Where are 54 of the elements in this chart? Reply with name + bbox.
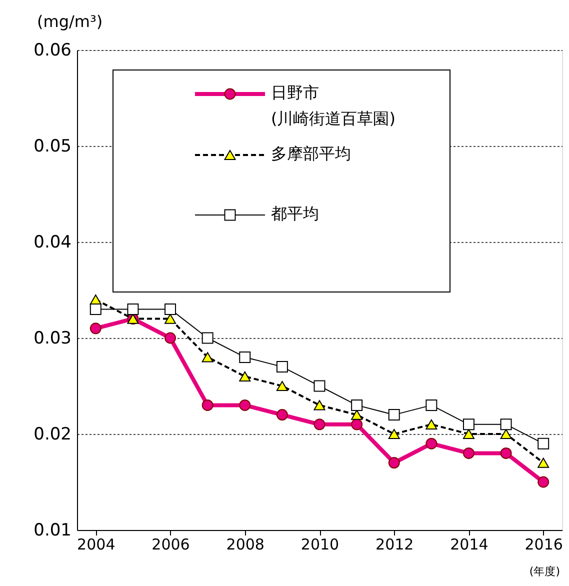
- point: [164, 314, 176, 324]
- point: [462, 447, 474, 459]
- point: [351, 410, 363, 420]
- point: [462, 418, 474, 430]
- x-tick-label: 2016: [524, 536, 563, 554]
- point: [164, 332, 176, 344]
- point: [500, 418, 512, 430]
- point: [90, 322, 102, 334]
- legend-label: 都平均: [271, 204, 319, 223]
- point: [239, 371, 251, 382]
- point: [351, 399, 363, 411]
- y-tick-label: 0.05: [34, 136, 72, 156]
- point: [351, 418, 363, 430]
- y-axis-title: (mg/m³): [37, 12, 103, 31]
- point: [314, 400, 326, 410]
- point: [202, 399, 214, 411]
- y-tick-label: 0.06: [34, 40, 72, 60]
- point: [538, 476, 550, 488]
- point: [202, 352, 214, 362]
- point: [276, 361, 288, 373]
- text: (年度): [529, 565, 560, 578]
- y-tick-label: 0.01: [34, 520, 72, 540]
- x-tick-label: 2008: [226, 536, 264, 554]
- x-tick-label: 2010: [300, 536, 340, 554]
- y-tick-label: 0.02: [34, 424, 72, 444]
- point: [388, 409, 400, 421]
- point: [388, 428, 400, 440]
- point: [426, 438, 438, 450]
- point: [164, 303, 176, 315]
- point: [276, 380, 288, 392]
- point: [500, 428, 512, 440]
- x-tick-label: 2004: [77, 536, 116, 554]
- point: [239, 399, 251, 411]
- point: [314, 380, 326, 392]
- point: [538, 458, 550, 468]
- point: [127, 303, 139, 315]
- point: [239, 351, 251, 363]
- point: [500, 447, 512, 459]
- point: [388, 457, 400, 469]
- x-tick-label: 2014: [450, 536, 488, 554]
- point: [538, 438, 550, 450]
- legend-label: 日野市 (川崎街道百草園): [271, 83, 396, 128]
- point: [90, 303, 102, 315]
- point: [426, 419, 438, 430]
- point: [276, 409, 288, 421]
- point: [426, 399, 438, 411]
- legend-label: 多摩部平均: [271, 144, 351, 163]
- y-tick-label: 0.03: [34, 328, 72, 348]
- point: [202, 332, 214, 344]
- point: [314, 418, 326, 430]
- y-tick-label: 0.04: [34, 232, 72, 252]
- x-tick-label: 2006: [152, 536, 190, 554]
- x-tick-label: 2012: [376, 536, 414, 554]
- point: [462, 428, 474, 440]
